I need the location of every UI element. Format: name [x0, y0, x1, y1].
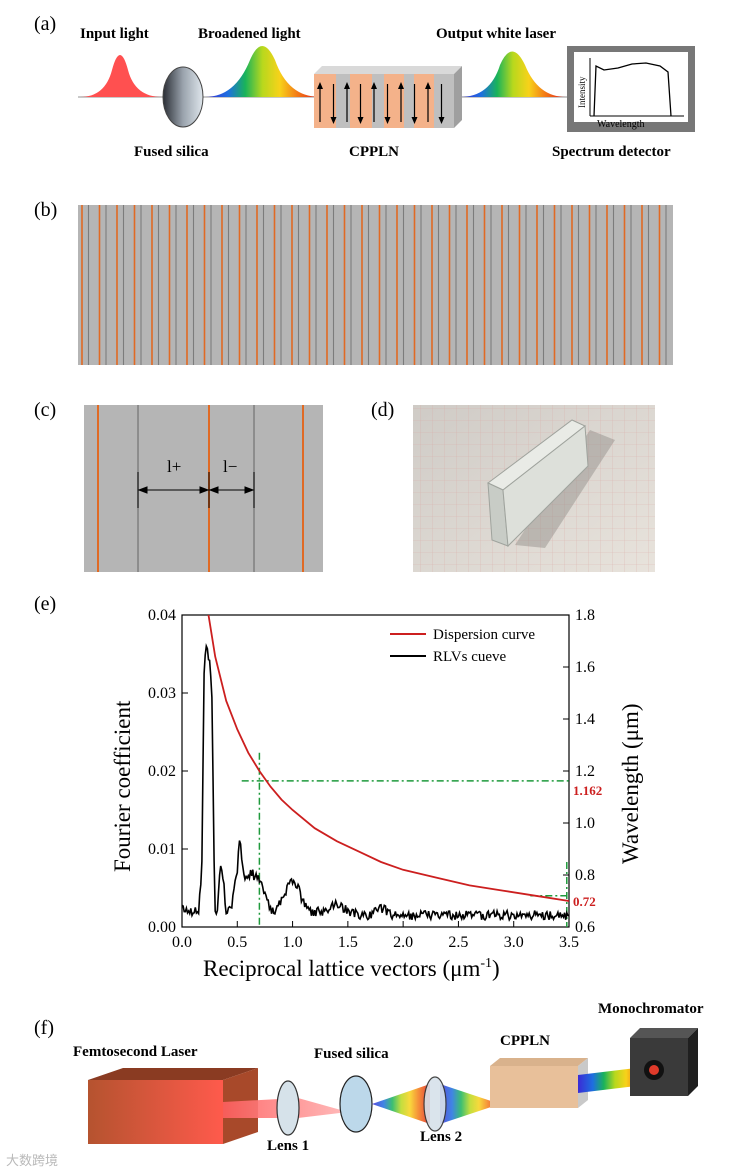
l-minus-label: l−	[223, 457, 237, 476]
y2-tick-label: 1.4	[575, 711, 595, 728]
output-white-laser-label: Output white laser	[436, 26, 556, 42]
y-axis-label: Fourier coefficient	[110, 700, 135, 872]
panel-c-label: (c)	[34, 399, 56, 421]
cppln-f-label: CPPLN	[500, 1033, 550, 1049]
plot-frame	[181, 614, 570, 928]
y2-tick-label: 1.6	[575, 659, 595, 676]
domain-arrow-head	[398, 82, 404, 89]
y-tick-label: 0.02	[148, 763, 176, 780]
fused-silica-label: Fused silica	[134, 144, 209, 160]
domain-arrow-head	[357, 117, 364, 124]
x-tick-label: 0.5	[227, 934, 247, 951]
cppln-crystal	[314, 66, 462, 128]
panel-e: (e) 0.0 0.5 1.0 1.5 2.0 2.5 3.0 3.5 0.00 0.01 0.02…	[34, 593, 643, 981]
y-tick-label: 0.04	[148, 607, 176, 624]
y-tick-label: 0.00	[148, 919, 176, 936]
x-tick-label: 3.0	[504, 934, 524, 951]
domain-arrow-head	[411, 117, 418, 124]
domain-walls	[81, 205, 667, 365]
y-tick-label: 0.03	[148, 685, 176, 702]
spectral-fan	[372, 1084, 430, 1124]
chart-legend: Dispersion curve RLVs cueve	[390, 627, 535, 665]
legend-label: Dispersion curve	[433, 627, 535, 643]
detector-wavelength-label: Wavelength	[597, 119, 645, 130]
domain-arrow-head	[384, 117, 391, 124]
y2-tick-label: 1.8	[575, 607, 595, 624]
domain-arrow-head	[438, 117, 445, 124]
monochromator-box	[630, 1028, 698, 1096]
panel-b: (b)	[34, 199, 673, 365]
broadened-light-label: Broadened light	[198, 26, 301, 42]
dispersion-curve-line	[207, 614, 570, 902]
y2-axis-label: Wavelength (μm)	[618, 703, 643, 864]
x-tick-label: 2.0	[393, 934, 413, 951]
x-tick-label: 3.5	[559, 934, 579, 951]
domain-arrows	[317, 82, 445, 124]
lens-1-label: Lens 1	[267, 1138, 309, 1154]
panel-f-label: (f)	[34, 1017, 54, 1039]
x-axis-label-sup: -1	[480, 956, 492, 971]
cppln-f-crystal	[490, 1058, 588, 1108]
fused-silica-f-disc	[339, 1075, 373, 1133]
legend-label: RLVs cueve	[433, 649, 507, 665]
spectrum-detector: Intensity Wavelength	[567, 46, 695, 132]
input-light-label: Input light	[80, 26, 149, 42]
x-axis-label-main: Reciprocal lattice vectors (μm	[203, 956, 480, 981]
y2-tick-label: 1.2	[575, 763, 595, 780]
watermark: 大数跨境	[6, 1153, 59, 1168]
y-tick-label: 0.01	[148, 841, 176, 858]
domain-arrow-head	[371, 82, 377, 89]
domain-arrow-head	[344, 82, 350, 89]
y2-tick-label: 0.6	[575, 919, 595, 936]
panel-a: (a) Input light Broadened light Output w…	[34, 13, 695, 160]
domain-arrow-head	[425, 82, 431, 89]
cppln-label: CPPLN	[349, 144, 399, 160]
panel-f: (f) Monochromator Femtosecond Laser Fuse…	[34, 1001, 704, 1154]
femtosecond-laser-box	[88, 1068, 258, 1144]
lens-1	[276, 1080, 300, 1136]
crystal-sample	[487, 419, 589, 548]
y2-tick-label: 0.8	[575, 867, 595, 884]
panel-e-label: (e)	[34, 593, 56, 615]
x-tick-label: 1.5	[338, 934, 358, 951]
rlv-curve-line	[181, 643, 570, 922]
x-tick-label: 1.0	[283, 934, 303, 951]
lens-2	[423, 1076, 447, 1132]
panel-a-label: (a)	[34, 13, 56, 35]
fused-silica-f-label: Fused silica	[314, 1046, 389, 1062]
spectrum-detector-label: Spectrum detector	[552, 144, 671, 160]
detector-intensity-label: Intensity	[577, 76, 587, 108]
domain-arrow-head	[317, 82, 323, 89]
output-spectrum	[460, 51, 566, 97]
input-pulse	[80, 55, 162, 97]
domain-structure-strip	[78, 205, 673, 365]
x-axis-label-close: )	[492, 956, 500, 981]
y2-tick-label: 1.0	[575, 815, 595, 832]
panel-d-label: (d)	[371, 399, 394, 421]
annotation-value: 0.72	[573, 894, 596, 909]
lens-2-label: Lens 2	[420, 1129, 462, 1145]
fused-silica-disc	[162, 66, 204, 128]
x-tick-label: 0.0	[172, 934, 192, 951]
annotation-value: 1.162	[573, 783, 602, 798]
monochromator-label: Monochromator	[598, 1001, 704, 1017]
chart-ticks: 0.0 0.5 1.0 1.5 2.0 2.5 3.0 3.5 0.00 0.01 0.02 0.03…	[148, 607, 595, 951]
chart-series	[181, 614, 570, 922]
femtosecond-laser-label: Femtosecond Laser	[73, 1044, 198, 1060]
broadened-spectrum	[205, 46, 320, 97]
chart-guides	[241, 752, 569, 927]
x-tick-label: 2.5	[448, 934, 468, 951]
chart-annotations: 1.162 0.72	[573, 783, 602, 909]
panel-b-label: (b)	[34, 199, 57, 221]
domain-arrow-head	[330, 117, 337, 124]
panel-c: (c) l+ l−	[34, 399, 323, 572]
panel-d: (d)	[371, 399, 655, 572]
x-axis-label: Reciprocal lattice vectors (μm-1)	[203, 956, 500, 981]
l-plus-label: l+	[167, 457, 181, 476]
l-plus-dimension	[137, 472, 255, 508]
spectral-fan-converge	[440, 1084, 500, 1124]
